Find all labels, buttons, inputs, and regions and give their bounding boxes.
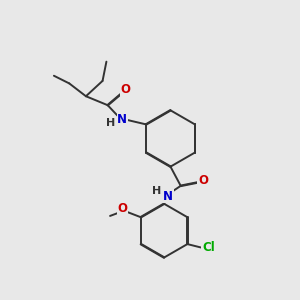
Text: O: O	[117, 202, 127, 215]
Text: N: N	[117, 113, 127, 126]
Text: Cl: Cl	[202, 242, 215, 254]
Text: O: O	[198, 174, 208, 187]
Text: N: N	[163, 190, 173, 202]
Text: O: O	[121, 83, 130, 96]
Text: H: H	[152, 187, 161, 196]
Text: H: H	[106, 118, 116, 128]
